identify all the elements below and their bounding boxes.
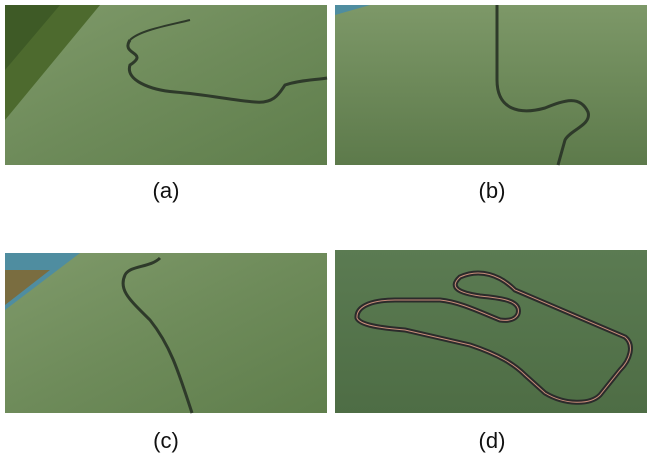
panel-a: [5, 5, 327, 165]
terrain: [5, 253, 327, 413]
figure: (a) (b) (c) (d): [0, 0, 652, 455]
caption: (b): [479, 178, 506, 203]
caption: (d): [479, 428, 506, 453]
caption: (a): [153, 178, 180, 203]
terrain: [335, 5, 647, 165]
caption: (c): [153, 428, 179, 453]
panel-c: [5, 253, 327, 413]
panel-b: [335, 5, 647, 165]
page: (a) (b) (c) (d) (() => { const data = JS…: [0, 0, 652, 455]
panel-d: [335, 250, 647, 413]
